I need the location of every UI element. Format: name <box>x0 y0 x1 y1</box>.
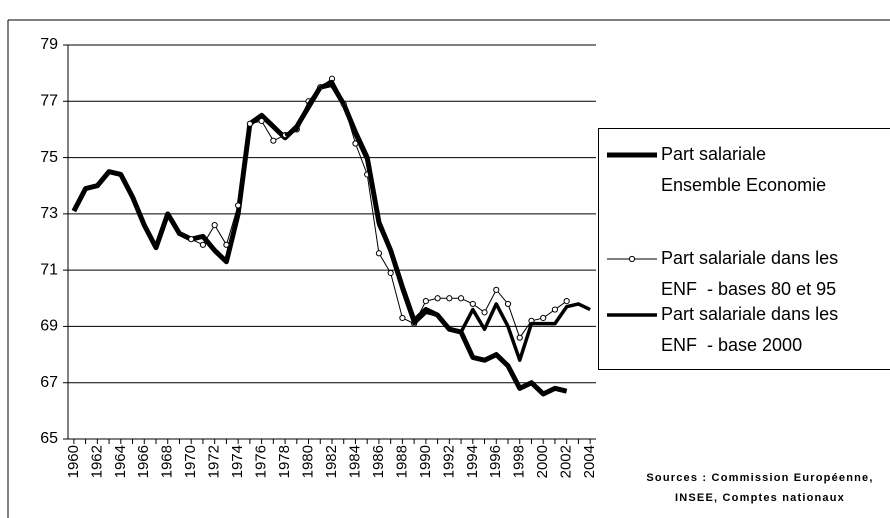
point <box>551 306 559 313</box>
x-tick-label: 1978 <box>276 445 293 478</box>
x-tick-label: 2002 <box>558 445 575 478</box>
legend-entry: Part salariale Ensemble Economie <box>599 139 890 203</box>
point <box>504 300 512 308</box>
point <box>246 120 253 127</box>
point <box>493 286 500 293</box>
point <box>211 222 218 229</box>
point <box>446 295 453 302</box>
legend-label: Part salariale Ensemble Economie <box>661 144 827 195</box>
legend-swatch <box>607 152 657 158</box>
x-tick-label: 1992 <box>440 445 457 478</box>
legend-entry: Part salariale dans les ENF - base 2000 <box>599 299 890 363</box>
x-tick-label: 1996 <box>487 445 504 478</box>
point <box>540 314 547 322</box>
legend-label: Part salariale dans les ENF - bases 80 e… <box>661 248 839 299</box>
x-tick-label: 1970 <box>182 445 199 478</box>
legend: Part salariale Ensemble Economie Part sal… <box>598 128 890 370</box>
x-tick-label: 1976 <box>253 445 270 478</box>
x-tick-label: 1972 <box>206 445 223 478</box>
point <box>434 295 441 302</box>
point <box>188 236 195 243</box>
point <box>469 300 476 308</box>
y-tick-label: 71 <box>40 261 58 278</box>
y-tick-label: 65 <box>40 430 58 447</box>
x-tick-label: 1974 <box>229 445 246 478</box>
point <box>235 202 242 209</box>
legend-entry: Part salariale dans les ENF - bases 80 e… <box>599 243 890 307</box>
y-tick-label: 69 <box>40 318 58 335</box>
x-tick-label: 1988 <box>393 445 410 478</box>
y-tick-label: 67 <box>40 374 58 391</box>
point <box>516 334 523 341</box>
x-tick-label: 1990 <box>417 445 434 478</box>
point <box>375 250 383 257</box>
x-tick-label: 2004 <box>581 445 598 478</box>
x-tick-label: 1980 <box>300 445 317 478</box>
point <box>457 295 465 302</box>
series-line <box>284 79 591 362</box>
source-note: Sources : Commission Européenne, INSEE, … <box>646 472 874 504</box>
x-tick-label: 1962 <box>88 445 105 478</box>
point <box>481 309 488 316</box>
legend-label: Part salariale dans les ENF - base 2000 <box>661 304 839 355</box>
y-tick-label: 75 <box>40 149 58 166</box>
point <box>199 241 207 248</box>
series-line <box>190 78 567 339</box>
y-tick-label: 73 <box>40 205 58 222</box>
x-tick-label: 1998 <box>511 445 528 478</box>
point <box>223 241 230 248</box>
x-tick-label: 1994 <box>464 445 481 478</box>
point <box>422 298 429 305</box>
legend-swatch <box>607 255 657 263</box>
x-tick-label: 1982 <box>323 445 340 478</box>
point <box>387 269 394 277</box>
point <box>563 298 570 305</box>
point <box>399 314 406 322</box>
x-tick-label: 1966 <box>135 445 152 478</box>
legend-swatch <box>607 313 657 317</box>
y-tick-label: 77 <box>40 93 58 110</box>
point <box>258 117 265 125</box>
x-tick-label: 1964 <box>112 445 129 478</box>
point <box>270 137 277 144</box>
legend-marker <box>628 255 636 263</box>
x-tick-label: 1968 <box>159 445 176 478</box>
series-line <box>71 81 568 397</box>
x-tick-label: 1986 <box>370 445 387 478</box>
y-tick-label: 79 <box>40 36 58 53</box>
x-tick-label: 2000 <box>534 445 551 478</box>
x-tick-label: 1984 <box>346 445 363 478</box>
x-tick-label: 1960 <box>65 445 82 478</box>
